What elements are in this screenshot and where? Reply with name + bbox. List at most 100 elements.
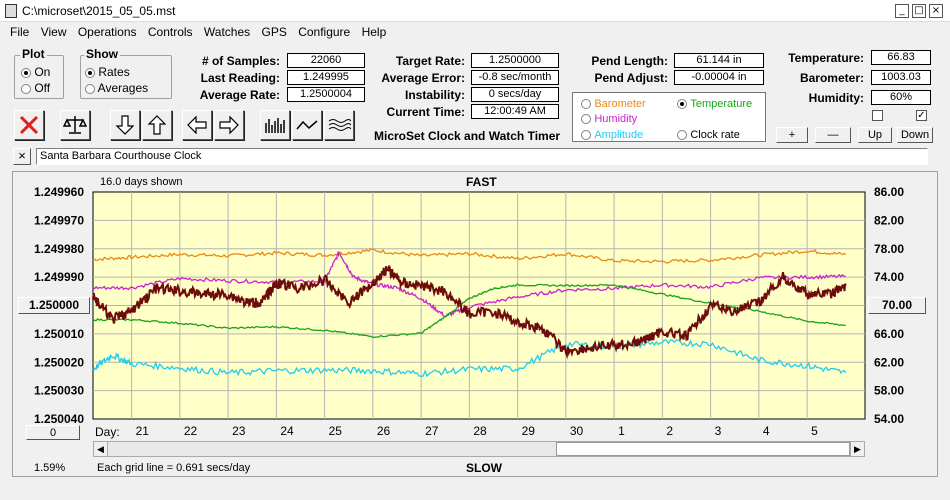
menu-view[interactable]: View <box>40 25 67 39</box>
clear-clock-button[interactable]: × <box>13 148 31 165</box>
radio-amplitude-icon <box>581 129 591 140</box>
arrow-up-button[interactable] <box>142 110 172 140</box>
x-tick-label: 25 <box>329 424 343 438</box>
legend-box: Barometer Temperature Humidity Amplitude… <box>572 92 766 142</box>
right-tick-label: 66.00 <box>874 327 904 341</box>
plot-on-radio[interactable]: On <box>21 65 50 79</box>
arrow-left-icon <box>187 115 207 135</box>
clock-name-input[interactable]: Santa Barbara Courthouse Clock <box>36 148 928 165</box>
show-group-title: Show <box>84 47 120 61</box>
show-rates-label: Rates <box>98 65 130 79</box>
stop-button[interactable] <box>14 110 44 140</box>
bars-view-button[interactable] <box>260 110 290 140</box>
title-bar: C:\microset\2015_05_05.mst _ □ × <box>0 0 950 22</box>
left-tick-label: 1.250030 <box>34 384 84 398</box>
x-tick-label: 1 <box>618 424 625 438</box>
radio-off-icon <box>21 83 31 94</box>
minus-button[interactable]: — <box>815 127 851 143</box>
zero-button[interactable]: 0 <box>26 425 80 440</box>
legend-temperature[interactable]: Temperature <box>677 96 752 110</box>
legend-barometer-label: Barometer <box>594 98 646 110</box>
left-tick-label: 1.250020 <box>34 355 84 369</box>
legend-barometer[interactable]: Barometer <box>581 96 646 110</box>
x-tick-label: 29 <box>522 424 536 438</box>
menu-operations[interactable]: Operations <box>77 25 137 39</box>
checkbox-right[interactable]: ✓ <box>916 110 927 121</box>
pend-adjust-label: Pend Adjust: <box>594 71 668 85</box>
show-rates-radio[interactable]: Rates <box>85 65 130 79</box>
legend-amplitude[interactable]: Amplitude <box>581 127 643 141</box>
up-button[interactable]: Up <box>858 127 892 143</box>
percent-readout: 1.59% <box>34 462 66 474</box>
show-averages-radio[interactable]: Averages <box>85 81 148 95</box>
radio-humidity-icon <box>581 113 591 124</box>
x-tick-label: 30 <box>570 424 584 438</box>
menu-bar: File View Operations Controls Watches GP… <box>0 23 950 41</box>
legend-humidity-label: Humidity <box>594 113 638 125</box>
fast-label: FAST <box>466 175 497 189</box>
line-view-button[interactable] <box>292 110 322 140</box>
pend-length-value: 61.144 in <box>674 53 764 68</box>
left-tick-label: 1.250010 <box>34 327 84 341</box>
app-caption: MicroSet Clock and Watch Timer <box>374 129 561 143</box>
samples-label: # of Samples: <box>201 54 280 68</box>
scroll-left-icon[interactable]: ◀ <box>94 442 108 456</box>
plot-off-radio[interactable]: Off <box>21 81 50 95</box>
zigzag-line-icon <box>296 120 318 130</box>
menu-gps[interactable]: GPS <box>261 25 287 39</box>
down-button[interactable]: Down <box>897 127 933 143</box>
menu-file[interactable]: File <box>10 25 30 39</box>
center-value-button[interactable]: 1.250000 <box>18 297 90 314</box>
menu-controls[interactable]: Controls <box>147 25 193 39</box>
instability-label: Instability: <box>404 88 465 102</box>
maximize-icon[interactable]: □ <box>912 4 926 18</box>
arrow-left-button[interactable] <box>182 110 212 140</box>
grid-lines <box>93 192 865 419</box>
menu-help[interactable]: Help <box>361 25 387 39</box>
checkbox-left[interactable] <box>872 110 883 121</box>
red-x-icon <box>19 115 39 135</box>
right-tick-label: 86.00 <box>874 185 904 199</box>
legend-clock-rate-label: Clock rate <box>690 129 740 141</box>
legend-clock-rate[interactable]: Clock rate <box>677 127 740 141</box>
x-tick-label: 5 <box>811 424 818 438</box>
instability-value: 0 secs/day <box>471 87 559 102</box>
menu-watches[interactable]: Watches <box>203 25 251 39</box>
days-shown: 16.0 days shown <box>100 176 183 188</box>
right-center-value-button[interactable]: 70.00 <box>868 297 926 314</box>
x-tick-label: 3 <box>715 424 722 438</box>
minimize-icon[interactable]: _ <box>895 4 909 18</box>
right-tick-label: 62.00 <box>874 355 904 369</box>
right-tick-label: 54.00 <box>874 412 904 426</box>
scroll-thumb[interactable] <box>556 442 850 456</box>
waves-icon <box>328 119 351 131</box>
samples-value: 22060 <box>287 53 365 68</box>
radio-rates-icon <box>85 67 95 78</box>
plus-button[interactable]: + <box>776 127 808 143</box>
balance-button[interactable] <box>60 110 90 140</box>
balance-scale-icon <box>63 116 87 134</box>
show-averages-label: Averages <box>97 81 149 95</box>
last-reading-label: Last Reading: <box>200 71 280 85</box>
left-tick-label: 1.250040 <box>34 412 84 426</box>
legend-amplitude-label: Amplitude <box>594 129 644 141</box>
arrow-up-icon <box>147 115 167 135</box>
radio-temperature-icon <box>677 98 687 109</box>
series-amplitude <box>92 339 847 378</box>
x-tick-label: 4 <box>763 424 770 438</box>
left-tick-label: 1.249990 <box>34 270 84 284</box>
right-axis-ticks: 86.00 82.00 78.00 74.00 66.00 62.00 58.00 54.00 <box>874 185 904 426</box>
arrow-right-button[interactable] <box>214 110 244 140</box>
horizontal-scrollbar[interactable]: ◀ ▶ <box>93 441 865 457</box>
menu-configure[interactable]: Configure <box>298 25 351 39</box>
pend-adjust-value: -0.00004 in <box>674 70 764 85</box>
close-icon[interactable]: × <box>929 4 943 18</box>
wave-view-button[interactable] <box>324 110 354 140</box>
radio-clock-rate-icon <box>677 129 687 140</box>
scroll-right-icon[interactable]: ▶ <box>850 442 864 456</box>
x-tick-label: 21 <box>136 424 150 438</box>
arrow-down-button[interactable] <box>110 110 140 140</box>
app-icon <box>5 4 17 18</box>
legend-humidity[interactable]: Humidity <box>581 111 637 125</box>
